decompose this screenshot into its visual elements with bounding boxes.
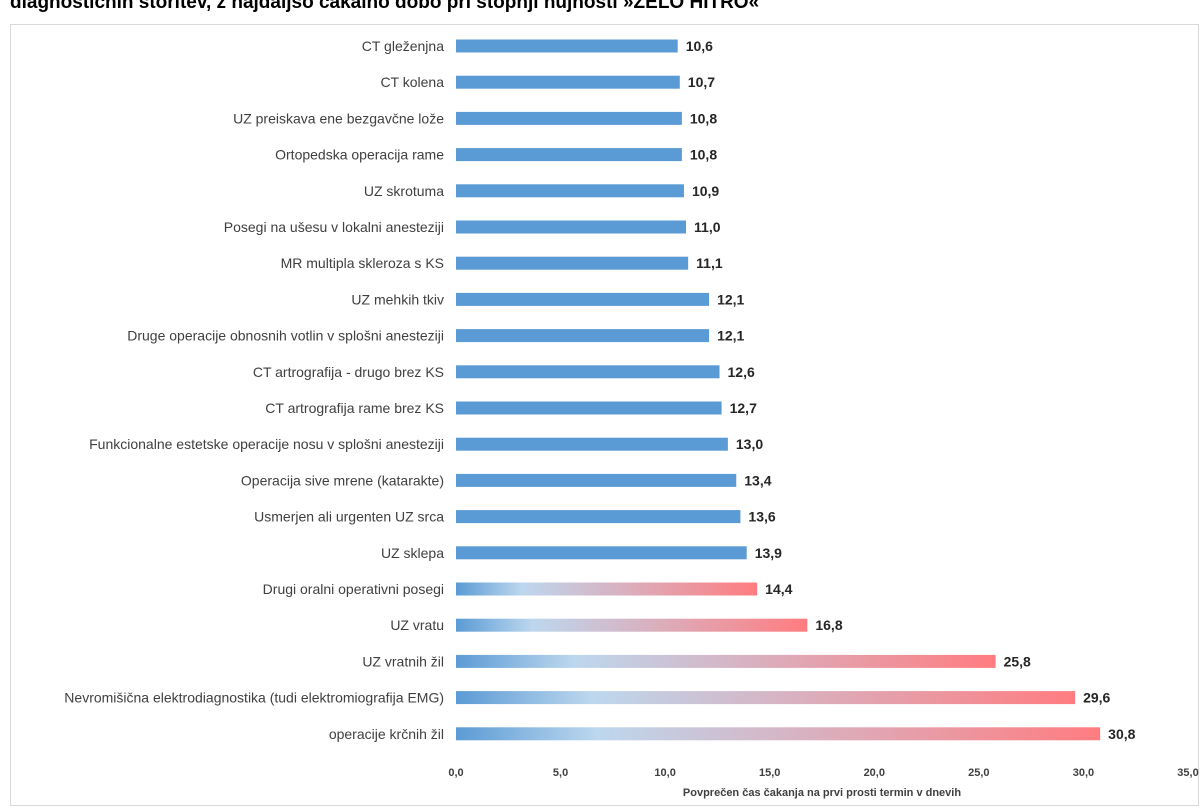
bar [456, 111, 682, 125]
bar [456, 39, 678, 53]
bar [456, 256, 689, 270]
x-tick-label: 30,0 [1073, 767, 1094, 779]
category-label: UZ preiskava ene bezgavčne lože [233, 110, 444, 126]
bar [456, 473, 737, 487]
x-tick-label: 20,0 [864, 767, 885, 779]
category-label: CT kolena [380, 74, 444, 90]
category-labels: CT gleženjna CT kolena UZ preiskava ene be… [64, 38, 444, 742]
category-label: CT gleženjna [362, 38, 444, 54]
data-label: 11,1 [696, 255, 723, 271]
data-label: 30,8 [1108, 726, 1135, 742]
data-label: 25,8 [1004, 653, 1031, 669]
data-label: 14,4 [765, 581, 792, 597]
data-label: 12,7 [730, 400, 757, 416]
bar [456, 691, 1076, 705]
bar [456, 582, 758, 596]
category-label: operacije krčnih žil [329, 726, 444, 742]
bar [456, 510, 741, 524]
category-label: UZ mehkih tkiv [351, 291, 444, 307]
x-axis-title: Povprečen čas čakanja na prvi prosti ter… [683, 787, 961, 799]
data-label: 29,6 [1083, 690, 1110, 706]
chart-title: diagnostičnih storitev, z najdaljšo čaka… [10, 0, 760, 13]
category-label: Operacija sive mrene (katarakte) [241, 472, 444, 488]
data-label: 10,8 [690, 147, 717, 163]
category-label: UZ skrotuma [364, 183, 444, 199]
data-label: 12,6 [728, 364, 755, 380]
x-tick-label: 35,0 [1177, 767, 1198, 779]
data-label: 13,4 [744, 472, 771, 488]
category-label: Posegi na ušesu v lokalni anesteziji [224, 219, 444, 235]
x-tick-label: 5,0 [553, 767, 568, 779]
data-label: 10,9 [692, 183, 719, 199]
bar [456, 148, 682, 162]
category-label: Druge operacije obnosnih votlin v splošn… [127, 328, 444, 344]
chart-frame [10, 24, 1199, 806]
x-tick-label: 10,0 [654, 767, 675, 779]
bar [456, 727, 1101, 741]
category-label: CT artrografija rame brez KS [265, 400, 444, 416]
category-label: Nevromišična elektrodiagnostika (tudi el… [64, 690, 444, 706]
category-label: UZ sklepa [381, 545, 444, 561]
data-label: 10,8 [690, 110, 717, 126]
category-label: UZ vratu [390, 617, 444, 633]
bar [456, 654, 996, 668]
category-label: Usmerjen ali urgenten UZ srca [254, 509, 444, 525]
data-label: 10,7 [688, 74, 715, 90]
data-label: 10,6 [686, 38, 713, 54]
bars-group [456, 39, 1101, 741]
bar [456, 292, 710, 306]
bar [456, 329, 710, 343]
data-label: 13,6 [748, 509, 775, 525]
category-label: Funkcionalne estetske operacije nosu v s… [89, 436, 444, 452]
bar [456, 437, 728, 451]
x-tick-label: 0,0 [448, 767, 463, 779]
data-label: 12,1 [717, 328, 744, 344]
bar [456, 75, 680, 89]
data-label: 13,9 [755, 545, 782, 561]
data-label: 13,0 [736, 436, 763, 452]
category-label: Drugi oralni operativni posegi [263, 581, 444, 597]
bar [456, 618, 808, 632]
category-label: MR multipla skleroza s KS [281, 255, 444, 271]
data-label: 12,1 [717, 291, 744, 307]
bar [456, 365, 720, 379]
x-tick-label: 25,0 [968, 767, 989, 779]
bar [456, 220, 687, 234]
x-axis-ticks: 0,0 5,0 10,0 15,0 20,0 25,0 30,0 35,0 [448, 767, 1198, 779]
data-label: 16,8 [815, 617, 842, 633]
x-tick-label: 15,0 [759, 767, 780, 779]
category-label: Ortopedska operacija rame [275, 147, 444, 163]
value-labels: 10,6 10,7 10,8 10,8 10,9 11,0 11,1 12,1 12,1 12,6… [686, 38, 1136, 742]
bar [456, 401, 722, 415]
category-label: UZ vratnih žil [362, 653, 444, 669]
category-label: CT artrografija - drugo brez KS [253, 364, 444, 380]
bar [456, 184, 684, 198]
data-label: 11,0 [694, 219, 721, 235]
bar [456, 546, 747, 560]
